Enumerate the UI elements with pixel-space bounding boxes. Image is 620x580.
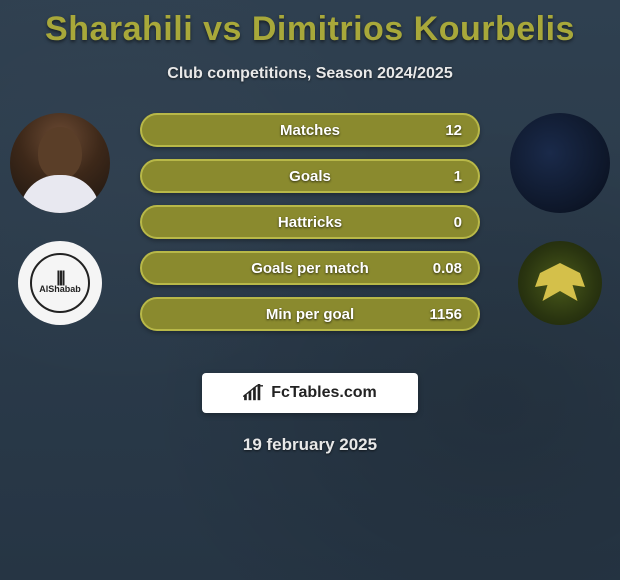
shield-icon: ||| <box>56 272 63 284</box>
right-player-avatar <box>510 113 610 213</box>
stat-label: Goals <box>142 168 478 185</box>
stat-label: Min per goal <box>142 306 478 323</box>
bar-chart-icon <box>243 384 265 402</box>
stat-label: Goals per match <box>142 260 478 277</box>
stat-label: Matches <box>142 122 478 139</box>
right-club-badge <box>518 241 602 325</box>
date-text: 19 february 2025 <box>0 435 620 455</box>
left-club-label: AlShabab <box>39 284 81 294</box>
stat-row-min-per-goal: Min per goal 1156 <box>140 297 480 331</box>
stat-row-goals-per-match: Goals per match 0.08 <box>140 251 480 285</box>
subtitle: Club competitions, Season 2024/2025 <box>0 65 620 83</box>
stat-row-matches: Matches 12 <box>140 113 480 147</box>
left-player-avatar <box>10 113 110 213</box>
stat-label: Hattricks <box>142 214 478 231</box>
page-title: Sharahili vs Dimitrios Kourbelis <box>0 0 620 49</box>
stat-value: 12 <box>445 122 462 139</box>
stat-row-goals: Goals 1 <box>140 159 480 193</box>
footer-brand-text: FcTables.com <box>271 384 377 402</box>
stat-value: 1156 <box>429 306 462 323</box>
footer-brand-badge: FcTables.com <box>202 373 418 413</box>
stat-row-hattricks: Hattricks 0 <box>140 205 480 239</box>
stat-value: 1 <box>454 168 462 185</box>
stats-bars: Matches 12 Goals 1 Hattricks 0 Goals per… <box>140 113 480 343</box>
comparison-panel: ||| AlShabab Matches 12 Goals 1 Hattrick… <box>0 113 620 353</box>
left-club-badge: ||| AlShabab <box>18 241 102 325</box>
stat-value: 0 <box>454 214 462 231</box>
bird-icon <box>535 263 585 303</box>
stat-value: 0.08 <box>433 260 462 277</box>
